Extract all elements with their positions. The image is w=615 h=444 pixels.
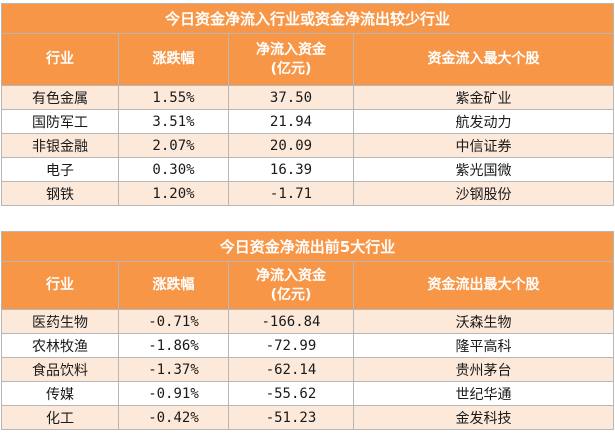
netflow-cell: -166.84 <box>228 309 354 334</box>
table-row: 有色金属 1.55% 37.50 紫金矿业 <box>1 85 615 110</box>
industry-cell: 食品饮料 <box>1 357 119 382</box>
industry-cell: 钢铁 <box>1 181 119 206</box>
top-stock-cell: 世纪华通 <box>352 381 615 406</box>
table-row: 食品饮料 -1.37% -62.14 贵州茅台 <box>1 357 615 382</box>
change-cell: -0.91% <box>118 381 229 406</box>
industry-cell: 化工 <box>1 405 119 430</box>
inflow-header-netflow: 净流入资金 (亿元) <box>228 33 354 86</box>
top-stock-cell: 沃森生物 <box>352 309 615 334</box>
netflow-cell: 16.39 <box>228 157 354 182</box>
netflow-cell: -62.14 <box>228 357 354 382</box>
outflow-title-row: 今日资金净流出前5大行业 <box>0 231 615 262</box>
top-stock-cell: 紫金矿业 <box>352 85 615 110</box>
change-cell: -1.37% <box>118 357 229 382</box>
top-stock-cell: 紫光国微 <box>352 157 615 182</box>
outflow-table: 今日资金净流出前5大行业 行业 涨跌幅 净流入资金 (亿元) 资金流出最大个股 … <box>0 231 615 430</box>
table-row: 非银金融 2.07% 20.09 中信证券 <box>1 133 615 158</box>
netflow-cell: 20.09 <box>228 133 354 158</box>
netflow-cell: 37.50 <box>228 85 354 110</box>
table-row: 传媒 -0.91% -55.62 世纪华通 <box>1 381 615 406</box>
change-cell: -0.42% <box>118 405 229 430</box>
outflow-header-industry: 行业 <box>1 261 119 310</box>
top-stock-cell: 航发动力 <box>352 109 615 134</box>
inflow-title-row: 今日资金净流入行业或资金净流出较少行业 <box>0 3 615 34</box>
outflow-header-change: 涨跌幅 <box>118 261 229 310</box>
netflow-cell: -1.71 <box>228 181 354 206</box>
outflow-header-top-stock: 资金流出最大个股 <box>352 261 615 310</box>
inflow-header-top-stock: 资金流入最大个股 <box>352 33 615 86</box>
industry-cell: 传媒 <box>1 381 119 406</box>
change-cell: -1.86% <box>118 333 229 358</box>
industry-cell: 农林牧渔 <box>1 333 119 358</box>
industry-cell: 电子 <box>1 157 119 182</box>
inflow-header-change: 涨跌幅 <box>118 33 229 86</box>
industry-cell: 非银金融 <box>1 133 119 158</box>
netflow-cell: -51.23 <box>228 405 354 430</box>
change-cell: 3.51% <box>118 109 229 134</box>
netflow-cell: -55.62 <box>228 381 354 406</box>
inflow-table-title: 今日资金净流入行业或资金净流出较少行业 <box>0 3 615 34</box>
change-cell: 2.07% <box>118 133 229 158</box>
top-stock-cell: 隆平高科 <box>352 333 615 358</box>
outflow-table-title: 今日资金净流出前5大行业 <box>0 231 615 262</box>
change-cell: 1.20% <box>118 181 229 206</box>
table-row: 电子 0.30% 16.39 紫光国微 <box>1 157 615 182</box>
netflow-cell: 21.94 <box>228 109 354 134</box>
change-cell: -0.71% <box>118 309 229 334</box>
table-row: 化工 -0.42% -51.23 金发科技 <box>1 405 615 430</box>
table-row: 国防军工 3.51% 21.94 航发动力 <box>1 109 615 134</box>
industry-cell: 有色金属 <box>1 85 119 110</box>
table-row: 农林牧渔 -1.86% -72.99 隆平高科 <box>1 333 615 358</box>
top-stock-cell: 贵州茅台 <box>352 357 615 382</box>
top-stock-cell: 沙钢股份 <box>352 181 615 206</box>
top-stock-cell: 中信证券 <box>352 133 615 158</box>
netflow-cell: -72.99 <box>228 333 354 358</box>
industry-cell: 医药生物 <box>1 309 119 334</box>
outflow-header-row: 行业 涨跌幅 净流入资金 (亿元) 资金流出最大个股 <box>1 261 615 310</box>
inflow-header-industry: 行业 <box>1 33 119 86</box>
table-row: 钢铁 1.20% -1.71 沙钢股份 <box>1 181 615 206</box>
outflow-header-netflow: 净流入资金 (亿元) <box>228 261 354 310</box>
industry-cell: 国防军工 <box>1 109 119 134</box>
change-cell: 0.30% <box>118 157 229 182</box>
table-row: 医药生物 -0.71% -166.84 沃森生物 <box>1 309 615 334</box>
inflow-table: 今日资金净流入行业或资金净流出较少行业 行业 涨跌幅 净流入资金 (亿元) 资金… <box>0 3 615 206</box>
inflow-header-row: 行业 涨跌幅 净流入资金 (亿元) 资金流入最大个股 <box>1 33 615 86</box>
change-cell: 1.55% <box>118 85 229 110</box>
top-stock-cell: 金发科技 <box>352 405 615 430</box>
